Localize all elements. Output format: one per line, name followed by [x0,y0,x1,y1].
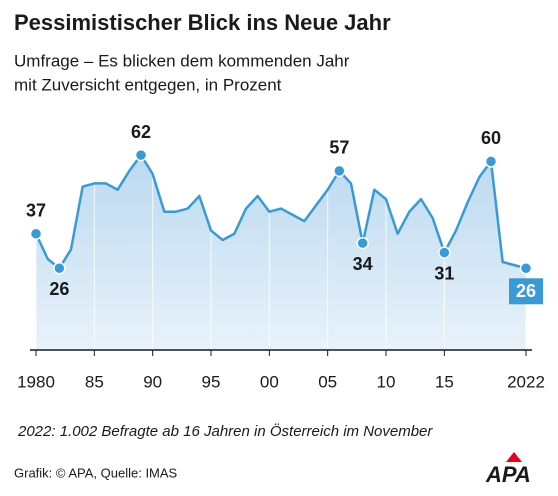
data-label: 37 [26,200,46,220]
x-tick-label: 00 [260,372,279,391]
data-label: 57 [329,138,349,158]
chart-title: Pessimistischer Blick ins Neue Jahr [14,10,391,35]
x-tick-label: 10 [377,372,396,391]
chart-subtitle: mit Zuversicht entgegen, in Prozent [14,75,282,94]
x-tick-label: 85 [85,372,104,391]
point [438,246,451,259]
data-label: 62 [131,122,151,142]
annotation: 2022: 1.002 Befragte ab 16 Jahren in Öst… [17,422,433,440]
chart-subtitle: Umfrage – Es blicken dem kommenden Jahr [14,51,350,70]
point [356,236,369,250]
source: Grafik: © APA, Quelle: IMAS [14,465,178,480]
highlight-box [509,278,543,305]
point [53,262,66,275]
data-label: 26 [49,279,69,299]
point [519,262,533,275]
point [134,148,148,162]
logo-mark [506,452,522,462]
x-tick-label: 15 [435,372,454,391]
point [29,227,43,240]
data-label: 26 [516,281,536,301]
area [36,155,526,350]
plot: 1980 85 90 95 00 05 10 15 2022 37 26 62 57 34 31 60 26 [17,120,545,391]
x-tick-label: 95 [202,372,221,391]
x-tick-label: 2022 [507,372,545,391]
point [484,155,498,168]
data-label: 60 [481,128,501,148]
x-tick-label: 1980 [17,372,55,391]
point [333,164,346,178]
x-tick-label: 05 [318,372,337,391]
x-tick-label: 90 [143,372,162,391]
data-label: 34 [353,254,373,274]
logo: APA [485,462,531,487]
data-label: 31 [434,263,454,283]
